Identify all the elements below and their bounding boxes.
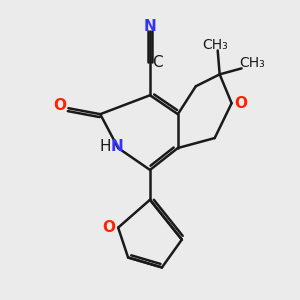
Text: N: N bbox=[110, 139, 123, 154]
Text: O: O bbox=[234, 96, 247, 111]
Text: CH₃: CH₃ bbox=[239, 56, 265, 70]
Text: O: O bbox=[103, 220, 116, 235]
Text: C: C bbox=[152, 55, 163, 70]
Text: H: H bbox=[100, 139, 111, 154]
Text: N: N bbox=[144, 20, 156, 34]
Text: O: O bbox=[53, 98, 67, 113]
Text: CH₃: CH₃ bbox=[202, 38, 228, 52]
